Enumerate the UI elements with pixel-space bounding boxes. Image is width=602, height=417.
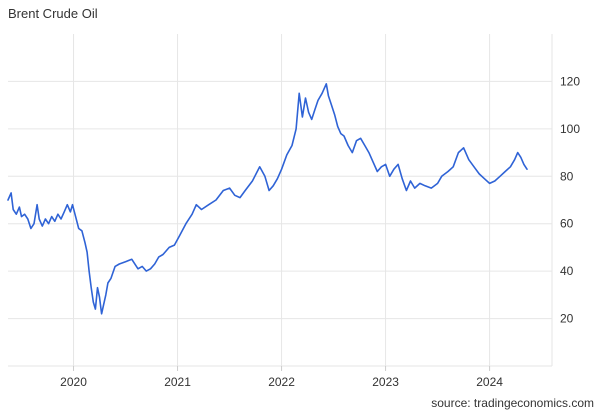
grid-lines: [8, 34, 553, 371]
y-tick-label: 100: [560, 122, 580, 136]
x-tick-label: 2024: [476, 375, 503, 389]
series-line: [7, 83, 528, 315]
y-tick-label: 20: [560, 312, 574, 326]
x-tick-label: 2020: [60, 375, 87, 389]
y-axis: 20 40 60 80 100 120: [560, 74, 580, 325]
y-tick-label: 120: [560, 74, 580, 88]
y-tick-label: 60: [560, 217, 574, 231]
x-tick-label: 2023: [372, 375, 399, 389]
x-axis: 2020 2021 2022 2023 2024: [60, 375, 503, 389]
x-tick-label: 2021: [164, 375, 191, 389]
chart-title: Brent Crude Oil: [8, 6, 98, 21]
x-tick-label: 2022: [268, 375, 295, 389]
y-tick-label: 80: [560, 169, 574, 183]
source-note: source: tradingeconomics.com: [431, 396, 594, 410]
series-layer: [7, 83, 528, 315]
y-tick-label: 40: [560, 264, 574, 278]
